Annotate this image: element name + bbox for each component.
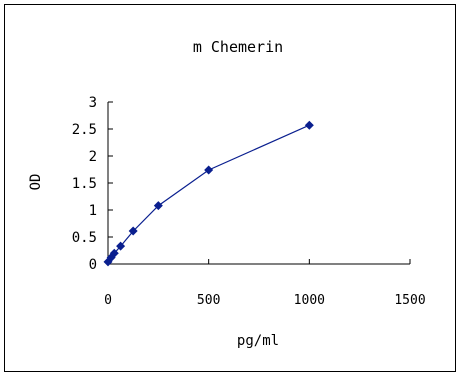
chart-frame xyxy=(4,4,456,372)
x-tick-label: 1500 xyxy=(394,293,425,308)
y-tick-label: 0 xyxy=(89,257,97,273)
data-point xyxy=(204,165,214,175)
y-tick-label: 3 xyxy=(89,95,97,111)
data-points xyxy=(103,120,314,267)
data-point xyxy=(304,120,314,130)
y-tick-label: 0.5 xyxy=(72,230,97,246)
x-ticks: 0 500 1000 1500 xyxy=(104,259,426,308)
y-tick-label: 1.5 xyxy=(72,176,97,192)
x-tick-label: 500 xyxy=(197,293,220,308)
data-point xyxy=(153,201,163,211)
x-axis-label: pg/ml xyxy=(237,333,279,349)
y-ticks: 0 0.5 1 1.5 2 2.5 3 xyxy=(72,95,113,273)
y-tick-label: 2 xyxy=(89,149,97,165)
x-tick-label: 1000 xyxy=(294,293,325,308)
data-point xyxy=(109,248,119,258)
x-tick-label: 0 xyxy=(104,293,112,308)
data-point xyxy=(128,226,138,236)
y-tick-label: 1 xyxy=(89,203,97,219)
chart-title: m Chemerin xyxy=(193,38,283,56)
y-tick-label: 2.5 xyxy=(72,122,97,138)
fit-curve xyxy=(107,124,310,263)
y-axis-label: OD xyxy=(28,174,44,191)
data-point xyxy=(116,241,126,251)
